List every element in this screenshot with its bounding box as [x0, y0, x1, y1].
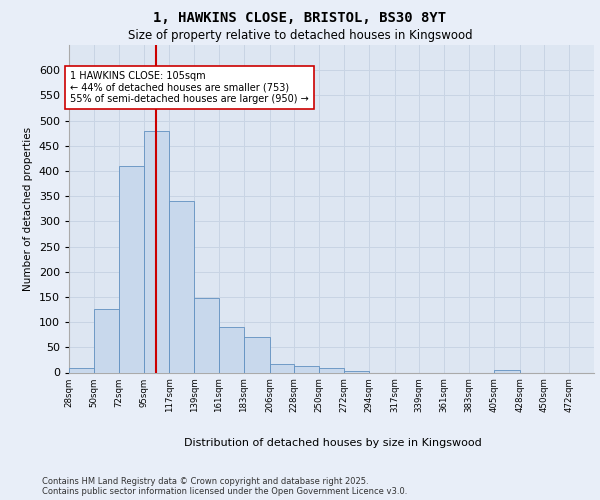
Bar — [219, 327, 244, 372]
Bar — [269, 364, 295, 372]
Text: 1 HAWKINS CLOSE: 105sqm
← 44% of detached houses are smaller (753)
55% of semi-d: 1 HAWKINS CLOSE: 105sqm ← 44% of detache… — [70, 71, 309, 104]
Bar — [319, 368, 344, 372]
Bar — [295, 366, 319, 372]
Y-axis label: Number of detached properties: Number of detached properties — [23, 126, 33, 291]
Bar — [69, 368, 94, 372]
Bar — [244, 337, 269, 372]
Text: Distribution of detached houses by size in Kingswood: Distribution of detached houses by size … — [184, 438, 482, 448]
Bar — [494, 370, 520, 372]
Text: Contains HM Land Registry data © Crown copyright and database right 2025.
Contai: Contains HM Land Registry data © Crown c… — [42, 476, 407, 496]
Text: Size of property relative to detached houses in Kingswood: Size of property relative to detached ho… — [128, 29, 472, 42]
Bar — [94, 308, 119, 372]
Bar — [169, 201, 194, 372]
Bar — [145, 130, 169, 372]
Bar — [119, 166, 145, 372]
Text: 1, HAWKINS CLOSE, BRISTOL, BS30 8YT: 1, HAWKINS CLOSE, BRISTOL, BS30 8YT — [154, 12, 446, 26]
Bar — [194, 298, 219, 372]
Bar — [344, 371, 368, 372]
